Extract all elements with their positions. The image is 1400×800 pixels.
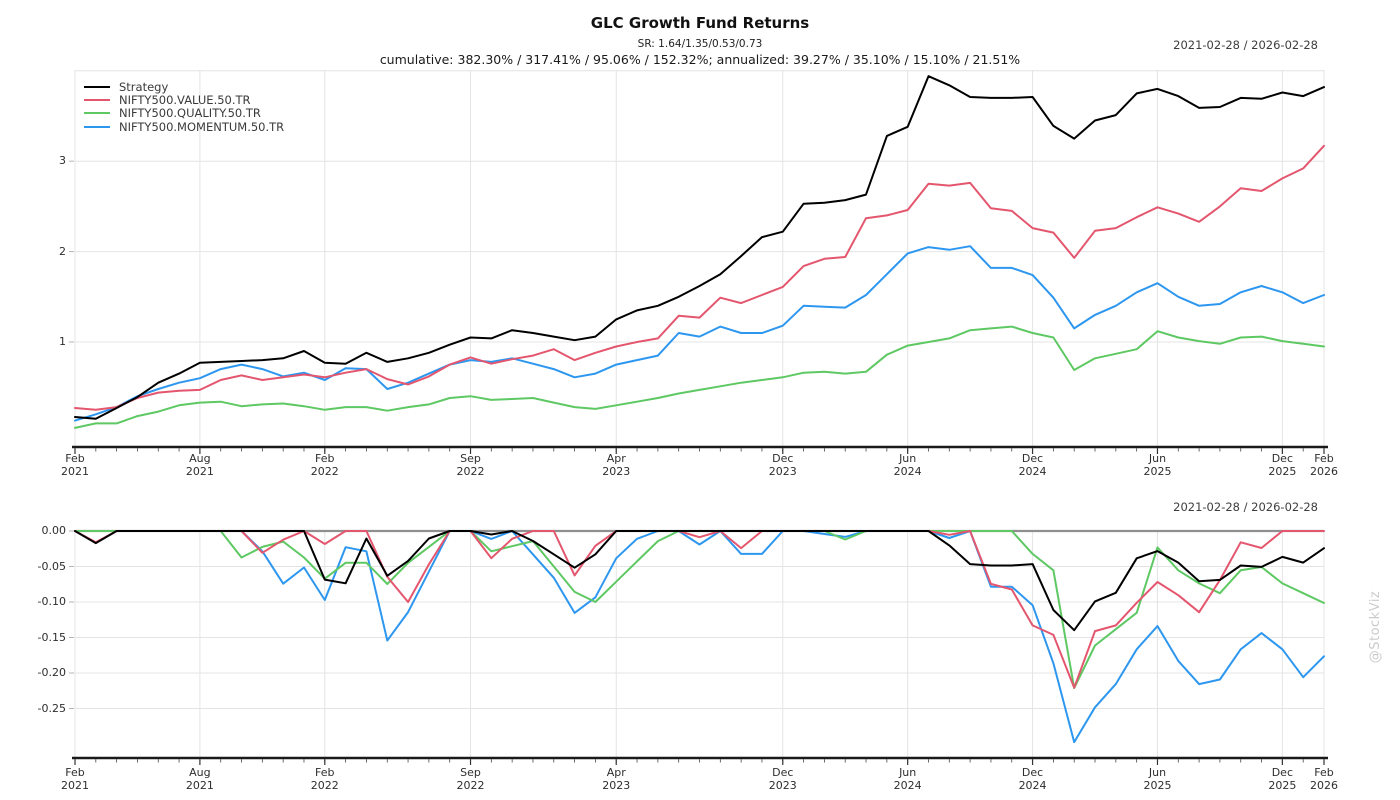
x-tick-label-bottom: Apr 2023 bbox=[602, 766, 631, 792]
x-tick-label-top: Sep 2022 bbox=[456, 452, 485, 478]
series-line-drawdown-nifty500-value-50-tr bbox=[74, 530, 1325, 689]
legend: Strategy NIFTY500.VALUE.50.TR NIFTY500.QUA… bbox=[84, 80, 284, 134]
x-tick-label-bottom: Feb 2021 bbox=[61, 766, 89, 792]
legend-item-label: NIFTY500.QUALITY.50.TR bbox=[119, 106, 261, 121]
series-line-cumulative-nifty500-quality-50-tr bbox=[74, 325, 1325, 429]
x-tick-label-bottom: Sep 2022 bbox=[456, 766, 485, 792]
x-tick-label-top: Feb 2022 bbox=[310, 452, 339, 478]
legend-line-swatch bbox=[84, 125, 110, 128]
date-range-top: 2021-02-28 / 2026-02-28 bbox=[1173, 38, 1318, 52]
y-tick-label-top: 2 bbox=[59, 244, 66, 258]
y-tick-label-bottom: -0.25 bbox=[37, 701, 66, 715]
legend-item-nifty500-value-50-tr: NIFTY500.VALUE.50.TR bbox=[84, 93, 284, 108]
y-tick-label-top: 3 bbox=[59, 154, 66, 168]
series-line-cumulative-nifty500-value-50-tr bbox=[74, 144, 1325, 411]
legend-item-nifty500-momentum-50-tr: NIFTY500.MOMENTUM.50.TR bbox=[84, 119, 285, 134]
x-tick-label-top: Feb 2021 bbox=[61, 452, 89, 478]
x-tick-label-top: Jun 2024 bbox=[893, 452, 922, 478]
x-tick-label-bottom: Dec 2025 bbox=[1268, 766, 1297, 792]
x-tick-label-top: Jun 2025 bbox=[1143, 452, 1172, 478]
series-line-cumulative-strategy bbox=[74, 75, 1325, 420]
x-tick-label-bottom: Jun 2024 bbox=[893, 766, 922, 792]
x-tick-label-bottom: Jun 2025 bbox=[1143, 766, 1172, 792]
date-range-bottom: 2021-02-28 / 2026-02-28 bbox=[1173, 500, 1318, 514]
x-tick-label-bottom: Dec 2023 bbox=[768, 766, 797, 792]
x-tick-label-top: Dec 2024 bbox=[1018, 452, 1047, 478]
legend-item-label: Strategy bbox=[119, 79, 169, 94]
legend-line-swatch bbox=[84, 99, 110, 102]
returns-stats-line: cumulative: 382.30% / 317.41% / 95.06% /… bbox=[379, 52, 1021, 67]
x-tick-label-bottom: Aug 2021 bbox=[185, 766, 214, 792]
legend-item-label: NIFTY500.VALUE.50.TR bbox=[119, 93, 251, 108]
x-tick-label-bottom: Feb 2022 bbox=[310, 766, 339, 792]
series-line-drawdown-nifty500-quality-50-tr bbox=[74, 530, 1325, 690]
x-tick-label-top: Dec 2023 bbox=[768, 452, 797, 478]
x-tick-label-top: Feb 2026 bbox=[1310, 452, 1338, 478]
y-tick-label-bottom: -0.05 bbox=[37, 559, 66, 573]
page-title: GLC Growth Fund Returns bbox=[590, 14, 810, 32]
series-line-drawdown-strategy bbox=[74, 530, 1325, 632]
sharpe-ratio-subtitle: SR: 1.64/1.35/0.53/0.73 bbox=[637, 38, 763, 50]
series-line-drawdown-nifty500-momentum-50-tr bbox=[74, 530, 1325, 744]
x-tick-label-bottom: Dec 2024 bbox=[1018, 766, 1047, 792]
series-line-cumulative-nifty500-momentum-50-tr bbox=[74, 245, 1325, 422]
x-tick-label-bottom: Feb 2026 bbox=[1310, 766, 1338, 792]
y-tick-label-bottom: -0.20 bbox=[37, 666, 66, 679]
legend-item-label: NIFTY500.MOMENTUM.50.TR bbox=[119, 119, 285, 134]
legend-item-nifty500-quality-50-tr: NIFTY500.QUALITY.50.TR bbox=[84, 106, 284, 121]
watermark: @StockViz bbox=[1368, 590, 1383, 664]
legend-line-swatch bbox=[84, 112, 110, 115]
x-tick-label-top: Dec 2025 bbox=[1268, 452, 1297, 478]
x-tick-label-top: Apr 2023 bbox=[602, 452, 631, 478]
x-tick-label-top: Aug 2021 bbox=[185, 452, 214, 478]
legend-item-strategy: Strategy bbox=[84, 79, 284, 94]
y-tick-label-bottom: -0.10 bbox=[37, 595, 66, 608]
y-tick-label-top: 1 bbox=[59, 335, 66, 348]
y-tick-label-bottom: 0.00 bbox=[41, 524, 67, 537]
y-tick-label-bottom: -0.15 bbox=[37, 630, 66, 644]
legend-line-swatch bbox=[84, 85, 110, 88]
